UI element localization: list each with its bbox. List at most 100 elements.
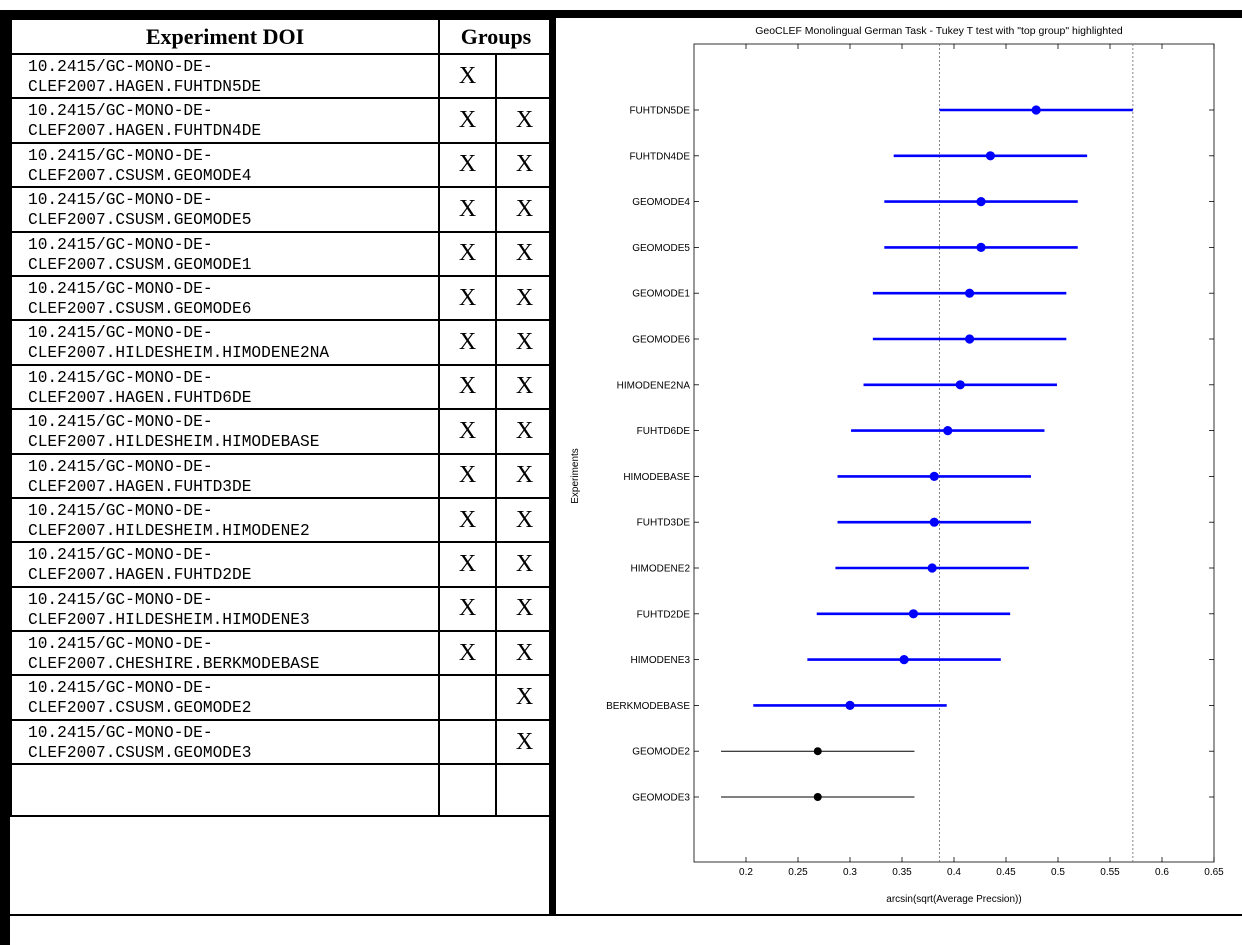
doi-cell: 10.2415/GC-MONO-DE- CLEF2007.HAGEN.FUHTD3… — [10, 452, 440, 499]
doi-line-1: 10.2415/GC-MONO-DE- — [28, 723, 213, 742]
y-tick-label: GEOMODE6 — [632, 335, 690, 346]
group-2-mark: X — [495, 585, 554, 633]
mean-point — [929, 517, 939, 527]
table-row: 10.2415/GC-MONO-DE- CLEF2007.HAGEN.FUHTDN… — [10, 52, 554, 100]
doi-line-1: 10.2415/GC-MONO-DE- — [28, 102, 213, 121]
left-border — [0, 10, 10, 945]
table-row: 10.2415/GC-MONO-DE- CLEF2007.CSUSM.GEOMOD… — [10, 141, 554, 189]
x-tick-label: 0.2 — [739, 867, 753, 878]
mean-point — [985, 151, 995, 161]
doi-cell: 10.2415/GC-MONO-DE- CLEF2007.HILDESHEIM.H… — [10, 408, 440, 455]
plot-frame — [693, 43, 1215, 863]
x-tick-label: 0.35 — [892, 867, 912, 878]
doi-cell: 10.2415/GC-MONO-DE- CLEF2007.HAGEN.FUHTDN… — [10, 97, 440, 144]
y-tick-label: GEOMODE2 — [632, 747, 690, 758]
doi-line-2: CLEF2007.HAGEN.FUHTD6DE — [28, 388, 252, 407]
group-1-mark: X — [438, 452, 497, 499]
doi-line-1: 10.2415/GC-MONO-DE- — [28, 324, 213, 343]
doi-line-2: CLEF2007.CHESHIRE.BERKMODEBASE — [28, 655, 320, 674]
mean-point — [929, 471, 939, 481]
group-2-mark: X — [495, 97, 554, 144]
mean-point — [976, 242, 986, 252]
doi-column-header: Experiment DOI — [10, 18, 440, 55]
doi-line-1: 10.2415/GC-MONO-DE- — [28, 679, 213, 698]
doi-line-2: CLEF2007.HAGEN.FUHTD3DE — [28, 477, 252, 496]
group-1-mark: X — [438, 408, 497, 455]
doi-line-2: CLEF2007.HAGEN.FUHTD2DE — [28, 566, 252, 585]
y-tick-label: GEOMODE5 — [632, 243, 690, 254]
table-row: 10.2415/GC-MONO-DE- CLEF2007.HAGEN.FUHTD2… — [10, 541, 554, 588]
doi-cell: 10.2415/GC-MONO-DE- CLEF2007.HILDESHEIM.H… — [10, 319, 440, 366]
mean-point — [943, 426, 953, 436]
x-axis-label: arcsin(sqrt(Average Precsion)) — [886, 894, 1021, 905]
y-axis-label: Experiments — [570, 448, 581, 504]
x-tick-label: 0.5 — [1051, 867, 1065, 878]
doi-line-1: 10.2415/GC-MONO-DE- — [28, 413, 213, 432]
plot-area: 0.2 0.25 0.3 0.35 0.4 0.45 0.5 0.55 0.6 0.65 FUHTD… — [606, 43, 1224, 878]
group-1-mark — [438, 674, 497, 721]
group-2-mark: X — [495, 141, 554, 189]
table-row: 10.2415/GC-MONO-DE- CLEF2007.HAGEN.FUHTD6… — [10, 363, 554, 411]
x-tick-label: 0.3 — [843, 867, 857, 878]
doi-line-2: CLEF2007.CSUSM.GEOMODE2 — [28, 699, 252, 718]
mean-point — [927, 563, 937, 573]
table-row: 10.2415/GC-MONO-DE- CLEF2007.CSUSM.GEOMOD… — [10, 186, 554, 233]
x-tick-label: 0.45 — [996, 867, 1016, 878]
group-1-mark: X — [438, 186, 497, 233]
bottom-rule — [10, 914, 1242, 916]
group-2-mark: X — [495, 230, 554, 277]
table-row: 10.2415/GC-MONO-DE- CLEF2007.HAGEN.FUHTD3… — [10, 452, 554, 499]
y-tick-label: HIMODEBASE — [623, 472, 690, 483]
doi-cell: 10.2415/GC-MONO-DE- CLEF2007.CSUSM.GEOMOD… — [10, 186, 440, 233]
doi-cell: 10.2415/GC-MONO-DE- CLEF2007.HAGEN.FUHTD6… — [10, 363, 440, 411]
top-border — [0, 10, 1242, 18]
doi-line-1: 10.2415/GC-MONO-DE- — [28, 191, 213, 210]
doi-line-1: 10.2415/GC-MONO-DE- — [28, 501, 213, 520]
group-2-mark: X — [495, 274, 554, 322]
mean-point — [1031, 105, 1041, 115]
group-2-mark: X — [495, 363, 554, 411]
experiment-table: Experiment DOI Groups 10.2415/GC-MONO-DE… — [10, 18, 554, 818]
table-row: 10.2415/GC-MONO-DE- CLEF2007.CSUSM.GEOMOD… — [10, 718, 554, 766]
group-1-mark — [438, 763, 497, 818]
doi-line-1: 10.2415/GC-MONO-DE- — [28, 146, 213, 165]
y-tick-label: FUHTDN4DE — [629, 151, 690, 162]
group-2-mark — [495, 52, 554, 100]
mean-point — [955, 380, 965, 390]
y-tick-label: FUHTD3DE — [637, 518, 691, 529]
mean-point — [976, 197, 986, 207]
doi-line-2: CLEF2007.HAGEN.FUHTDN4DE — [28, 122, 262, 141]
group-1-mark: X — [438, 97, 497, 144]
group-1-mark: X — [438, 630, 497, 677]
tukey-chart: GeoCLEF Monolingual German Task - Tukey … — [570, 25, 1224, 905]
doi-line-2: CLEF2007.CSUSM.GEOMODE4 — [28, 166, 252, 185]
group-2-mark: X — [495, 186, 554, 233]
y-tick-label: BERKMODEBASE — [606, 701, 690, 712]
group-2-mark: X — [495, 674, 554, 721]
group-2-mark: X — [495, 496, 554, 544]
doi-line-2: CLEF2007.CSUSM.GEOMODE1 — [28, 255, 252, 274]
mean-point — [965, 334, 975, 344]
group-1-mark: X — [438, 585, 497, 633]
y-tick-label: FUHTDN5DE — [629, 106, 690, 117]
mean-point — [813, 793, 822, 801]
doi-line-2: CLEF2007.HILDESHEIM.HIMODENE3 — [28, 610, 310, 629]
group-1-mark: X — [438, 230, 497, 277]
doi-line-2: CLEF2007.CSUSM.GEOMODE6 — [28, 299, 252, 318]
doi-cell: 10.2415/GC-MONO-DE- CLEF2007.HILDESHEIM.H… — [10, 496, 440, 544]
doi-line-2: CLEF2007.HILDESHEIM.HIMODENE2 — [28, 521, 310, 540]
doi-line-2: CLEF2007.HILDESHEIM.HIMODEBASE — [28, 433, 320, 452]
mean-point — [813, 747, 822, 756]
doi-line-2: CLEF2007.HILDESHEIM.HIMODENE2NA — [28, 344, 330, 363]
group-1-mark: X — [438, 319, 497, 366]
y-tick-label: GEOMODE4 — [632, 197, 690, 208]
doi-line-1: 10.2415/GC-MONO-DE- — [28, 235, 213, 254]
doi-cell: 10.2415/GC-MONO-DE- CLEF2007.HILDESHEIM.H… — [10, 585, 440, 633]
table-row: 10.2415/GC-MONO-DE- CLEF2007.CHESHIRE.BER… — [10, 630, 554, 677]
group-1-mark — [438, 718, 497, 766]
group-2-mark: X — [495, 718, 554, 766]
doi-line-1: 10.2415/GC-MONO-DE- — [28, 368, 213, 387]
group-2-mark: X — [495, 452, 554, 499]
group-2-mark: X — [495, 408, 554, 455]
group-2-mark: X — [495, 630, 554, 677]
